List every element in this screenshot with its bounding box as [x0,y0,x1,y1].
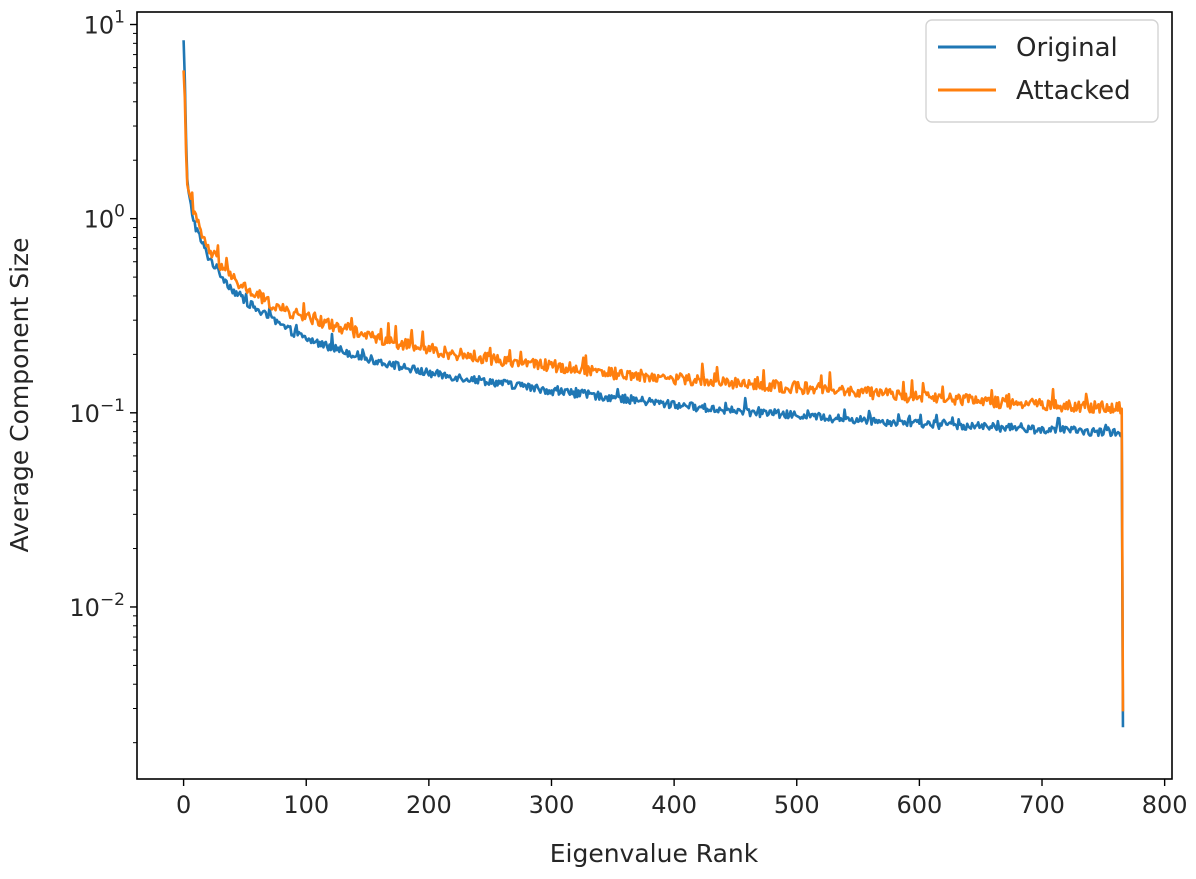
plot-area [182,40,1125,728]
series-line-original [182,40,1125,728]
x-tick-label: 0 [176,791,191,819]
plot-frame [136,11,1173,780]
y-tick-label: 10−1 [69,396,125,428]
x-tick-label: 500 [774,791,820,819]
x-tick-label: 300 [529,791,575,819]
y-tick-label: 100 [84,202,125,234]
y-axis-title: Average Component Size [5,237,34,552]
legend: Original Attacked [925,19,1159,123]
x-tick-label: 600 [896,791,942,819]
series-line-attacked [182,70,1125,712]
x-axis-title: Eigenvalue Rank [550,839,759,868]
x-tick-label: 700 [1019,791,1065,819]
y-tick-label: 10−2 [69,590,125,622]
legend-label-attacked: Attacked [1016,76,1131,106]
x-tick-label: 100 [283,791,329,819]
x-axis: 0 100 200 300 400 500 600 700 800 [176,779,1188,819]
x-tick-label: 800 [1142,791,1188,819]
y-tick-label: 101 [84,8,125,40]
series-layer [182,40,1125,728]
y-axis: 101 100 10−1 10−2 [69,8,137,744]
legend-label-original: Original [1016,33,1118,63]
x-tick-label: 400 [651,791,697,819]
x-tick-label: 200 [406,791,452,819]
